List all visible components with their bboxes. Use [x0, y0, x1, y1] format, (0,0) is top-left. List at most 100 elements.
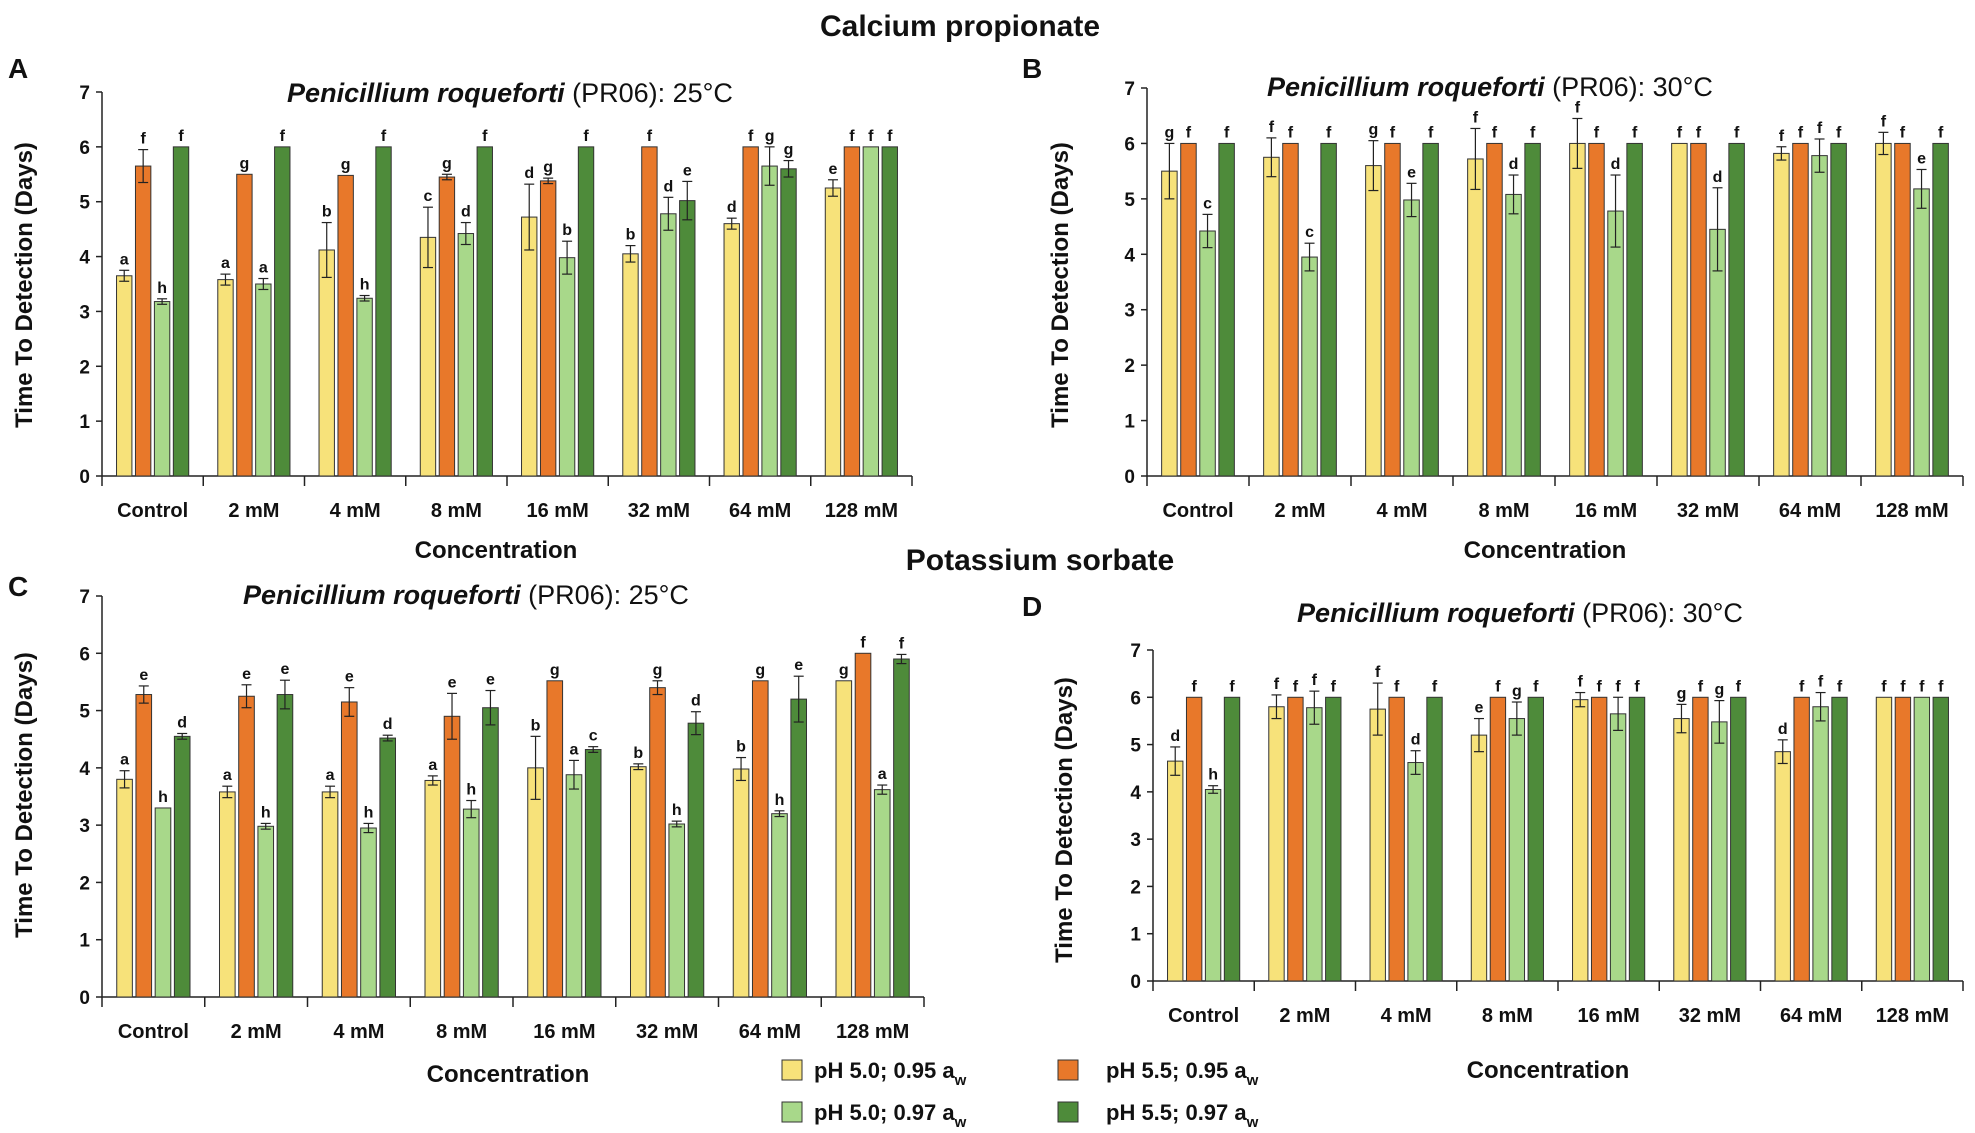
bar	[1830, 142, 1847, 477]
bar	[1932, 696, 1949, 982]
category-label: 8 mM	[431, 500, 482, 522]
bar	[742, 146, 759, 477]
significance-letter: c	[1305, 224, 1314, 241]
bar	[1607, 210, 1624, 477]
bar	[1223, 696, 1241, 982]
category-label: 64 mM	[729, 500, 791, 522]
bar	[379, 737, 397, 998]
legend-swatch-ph50-097	[781, 1101, 803, 1123]
bar	[356, 297, 373, 477]
significance-letter: f	[868, 128, 874, 145]
significance-letter: f	[1533, 678, 1539, 695]
significance-letter: f	[1779, 128, 1785, 145]
significance-letter: g	[240, 155, 250, 172]
y-tick-label: 6	[79, 138, 90, 159]
bar	[116, 275, 133, 477]
significance-letter: e	[242, 666, 251, 683]
significance-letter: f	[1677, 124, 1683, 141]
significance-letter: d	[1509, 156, 1519, 173]
bar	[238, 695, 255, 998]
panel-letter-a: A	[8, 53, 28, 84]
significance-letter: f	[1881, 678, 1887, 695]
significance-letter: a	[259, 260, 268, 277]
legend-swatch-ph55-097	[1057, 1101, 1079, 1123]
significance-letter: f	[1881, 113, 1887, 130]
bar	[835, 680, 853, 998]
bar	[679, 200, 696, 477]
significance-letter: f	[1269, 119, 1275, 136]
bar	[1470, 734, 1488, 982]
significance-letter: h	[157, 280, 167, 297]
y-tick-label: 3	[79, 302, 90, 323]
significance-letter: g	[839, 662, 849, 679]
significance-letter: f	[1575, 99, 1581, 116]
significance-letter: h	[466, 782, 476, 799]
bar	[629, 766, 647, 998]
significance-letter: f	[1288, 124, 1294, 141]
chart-panel-c: C Penicillium roqueforti (PR06): 25°C 0 1 2 3…	[8, 571, 925, 1088]
significance-letter: g	[1677, 685, 1687, 702]
significance-letter: f	[1331, 678, 1337, 695]
y-tick-label: 0	[1130, 972, 1141, 993]
significance-letter: d	[383, 716, 393, 733]
bar	[1489, 696, 1507, 982]
category-label: 16 mM	[527, 500, 589, 522]
y-tick-label: 4	[79, 248, 90, 269]
significance-letter: g	[442, 155, 452, 172]
category-label: 16 mM	[1575, 500, 1637, 522]
significance-letter: d	[1778, 721, 1788, 738]
x-axis-title-a: Concentration	[415, 537, 578, 564]
category-label: 32 mM	[636, 1021, 698, 1043]
bar	[1692, 696, 1709, 982]
bar	[274, 146, 291, 477]
category-label: 4 mM	[1381, 1005, 1432, 1027]
bar	[1508, 718, 1526, 982]
bar	[641, 146, 658, 477]
category-label: 4 mM	[1376, 500, 1427, 522]
panel-title-d: Penicillium roqueforti (PR06): 30°C	[1297, 598, 1743, 628]
y-tick-label: 4	[1130, 783, 1141, 804]
x-axis-title-b: Concentration	[1464, 537, 1627, 564]
significance-letter: f	[887, 128, 893, 145]
category-label: 32 mM	[1677, 500, 1739, 522]
significance-letter: f	[1615, 678, 1621, 695]
bar	[558, 257, 576, 477]
y-tick-label: 5	[1124, 190, 1135, 211]
category-label: 64 mM	[1779, 500, 1841, 522]
bar	[1403, 199, 1420, 477]
significance-letter: f	[849, 128, 855, 145]
bar	[1365, 165, 1382, 477]
category-label: 128 mM	[836, 1021, 909, 1043]
y-tick-label: 2	[1130, 877, 1141, 898]
category-label: Control	[1162, 500, 1233, 522]
bar	[546, 680, 564, 998]
significance-letter: d	[461, 204, 471, 221]
bar	[1426, 696, 1443, 982]
significance-letter: g	[543, 159, 553, 176]
significance-letter: f	[748, 128, 754, 145]
significance-letter: f	[1900, 678, 1906, 695]
significance-letter: f	[583, 128, 589, 145]
legend-swatch-ph50-095	[781, 1059, 803, 1081]
y-tick-label: 2	[1124, 356, 1135, 377]
bar	[173, 735, 191, 998]
y-tick-label: 3	[79, 816, 90, 837]
significance-letter: f	[381, 128, 387, 145]
significance-letter: a	[120, 251, 129, 268]
y-tick-label: 1	[79, 931, 90, 952]
category-label: 32 mM	[628, 500, 690, 522]
bar	[1728, 142, 1745, 477]
bar	[462, 808, 480, 998]
bar	[854, 652, 872, 998]
bar	[1894, 142, 1911, 477]
significance-letter: g	[755, 662, 765, 679]
significance-letter: f	[1817, 120, 1823, 137]
bar	[584, 749, 602, 998]
bar	[1590, 696, 1608, 982]
bar	[1628, 696, 1646, 982]
bar	[1673, 718, 1690, 982]
bar	[419, 236, 437, 477]
significance-letter: f	[280, 128, 286, 145]
bar	[1306, 707, 1323, 982]
significance-letter: f	[1696, 124, 1702, 141]
